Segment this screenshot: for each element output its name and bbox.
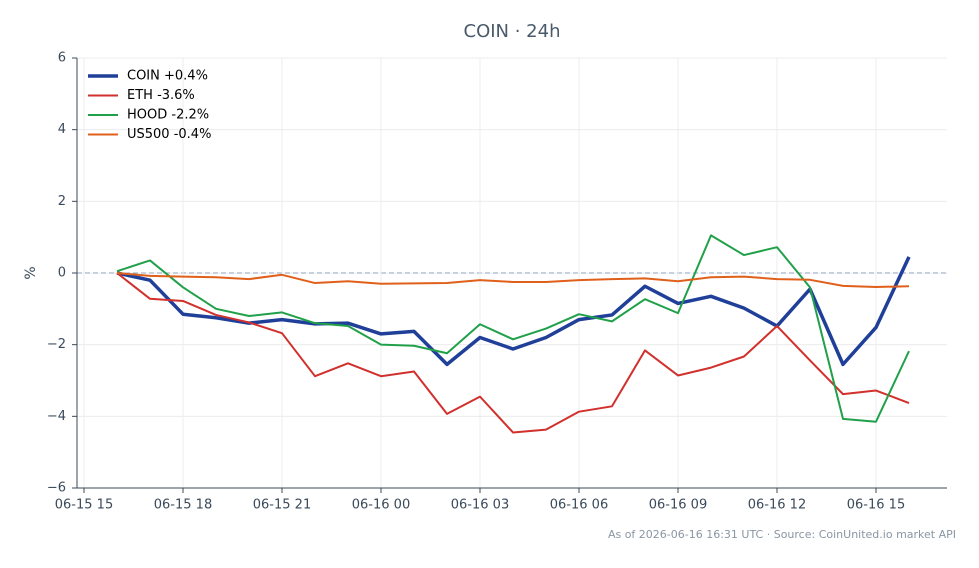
legend-label: ETH -3.6% [127, 88, 195, 103]
series-line [116, 272, 910, 288]
y-tick-label: 0 [58, 266, 66, 281]
x-tick-label: 06-15 21 [253, 498, 311, 513]
legend-label: HOOD -2.2% [127, 108, 209, 123]
y-tick-label: −2 [47, 337, 66, 352]
plot [116, 234, 911, 434]
series-line [116, 272, 910, 434]
footnote: As of 2026-06-16 16:31 UTC · Source: Coi… [608, 528, 956, 541]
series-line [116, 234, 910, 423]
grid [77, 57, 947, 489]
x-tick-label: 06-16 00 [352, 498, 410, 513]
chart-title: COIN · 24h [464, 21, 561, 42]
y-tick-label: −4 [47, 409, 66, 424]
y-tick-label: 6 [58, 51, 66, 66]
x-tick-label: 06-15 15 [55, 498, 113, 513]
x-tick-label: 06-16 12 [748, 498, 806, 513]
y-axis-label: % [23, 266, 39, 279]
legend-label: US500 -0.4% [127, 127, 211, 142]
y-tick-label: 4 [58, 122, 66, 137]
legend-label: COIN +0.4% [127, 69, 208, 84]
x-tick-label: 06-16 09 [649, 498, 707, 513]
x-tick-label: 06-16 06 [550, 498, 608, 513]
y-tick-label: −6 [47, 481, 66, 496]
y-tick-label: 2 [58, 194, 66, 209]
x-tick-label: 06-16 15 [847, 498, 905, 513]
x-tick-label: 06-16 03 [451, 498, 509, 513]
x-tick-label: 06-15 18 [154, 498, 212, 513]
